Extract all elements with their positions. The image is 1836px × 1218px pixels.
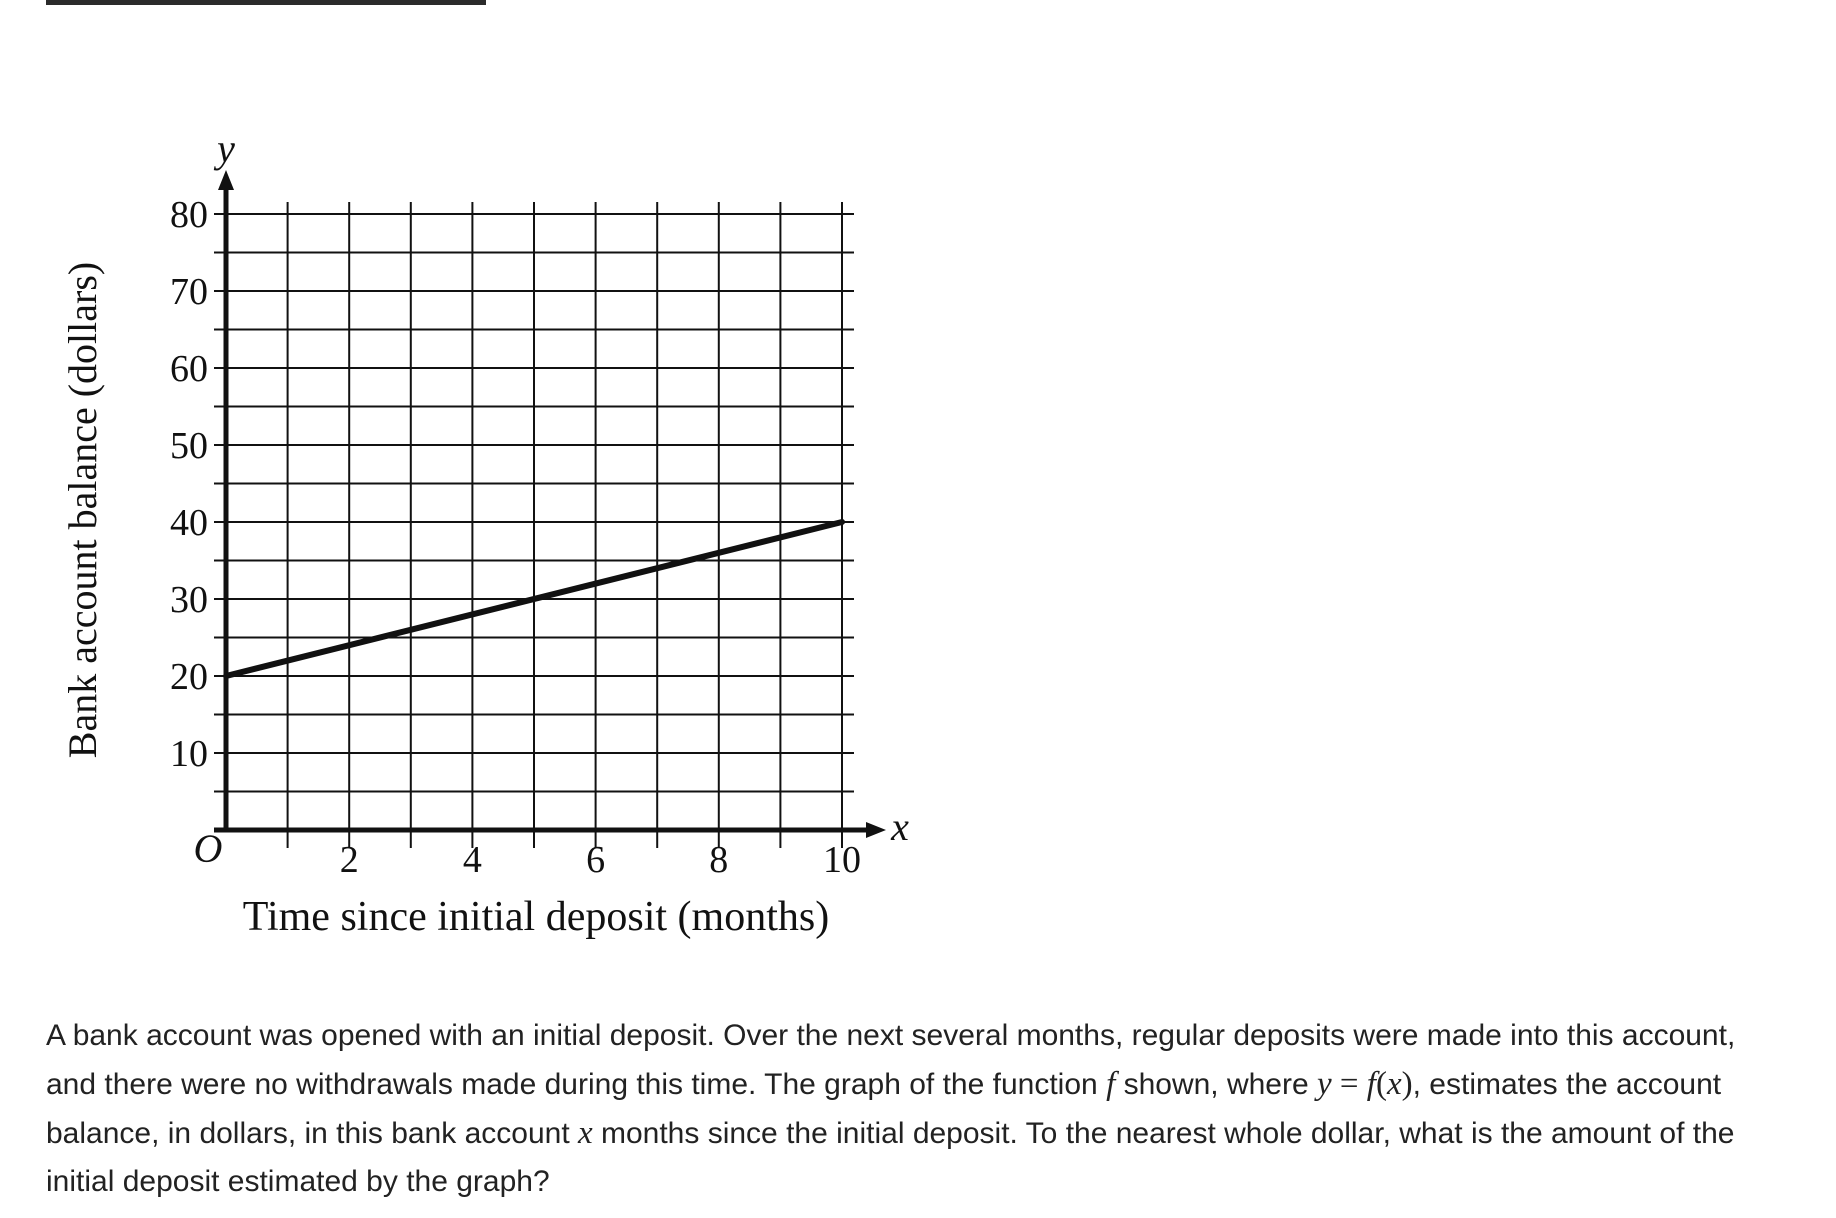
- top-divider: [46, 0, 486, 5]
- grid: [214, 202, 854, 830]
- y-tick-label: 50: [170, 425, 208, 467]
- function-symbol: f: [1106, 1066, 1116, 1102]
- variable-x: x: [578, 1115, 593, 1151]
- line-chart: 2 4 6 8 10 10 20 30 40 50 60 70 80 O x y Time since …: [60, 126, 909, 940]
- x-axis-arrow: [866, 822, 886, 838]
- y-tick-label: 30: [170, 579, 208, 621]
- equation-x: x: [1386, 1066, 1402, 1102]
- origin-label: O: [194, 826, 223, 871]
- x-tick-label: 8: [709, 839, 728, 881]
- axes: [214, 170, 886, 838]
- question-part-3: , estimates the account balance, in doll…: [46, 1068, 1722, 1150]
- y-tick-label: 60: [170, 348, 208, 390]
- equation-equals: =: [1331, 1066, 1367, 1102]
- series-line: [223, 519, 845, 679]
- equation-y: y: [1317, 1066, 1332, 1102]
- tick-labels: 2 4 6 8 10 10 20 30 40 50 60 70 80: [170, 194, 861, 881]
- x-tick-label: 6: [586, 839, 605, 881]
- x-axis-symbol: x: [890, 804, 909, 849]
- equation-open-paren: (: [1375, 1066, 1387, 1102]
- y-axis-arrow: [218, 170, 234, 190]
- equation-f: f: [1366, 1066, 1376, 1102]
- y-tick-label: 80: [170, 194, 208, 236]
- x-tick-label: 10: [823, 839, 861, 881]
- x-tick-label: 4: [463, 839, 482, 881]
- y-axis-symbol: y: [213, 126, 235, 171]
- x-axis-label: Time since initial deposit (months): [243, 894, 829, 940]
- question-part-2: shown, where: [1115, 1068, 1318, 1101]
- y-tick-label: 10: [170, 733, 208, 775]
- y-tick-label: 40: [170, 502, 208, 544]
- y-tick-label: 20: [170, 656, 208, 698]
- y-tick-label: 70: [170, 271, 208, 313]
- equation-close-paren: ): [1401, 1066, 1413, 1102]
- question-part-1: A bank account was opened with an initia…: [46, 1019, 1736, 1101]
- series: [223, 519, 845, 679]
- tick-marks: [286, 830, 843, 848]
- question-part-4: months since the initial deposit. To the…: [46, 1117, 1735, 1198]
- x-tick-label: 2: [340, 839, 359, 881]
- y-axis-label: Bank account balance (dollars): [60, 262, 105, 758]
- question-text: A bank account was opened with an initia…: [46, 1012, 1786, 1206]
